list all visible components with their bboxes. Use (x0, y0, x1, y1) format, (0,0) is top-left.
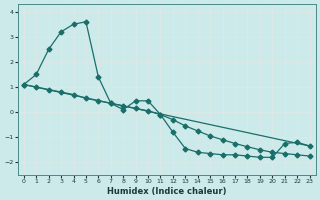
X-axis label: Humidex (Indice chaleur): Humidex (Indice chaleur) (107, 187, 227, 196)
